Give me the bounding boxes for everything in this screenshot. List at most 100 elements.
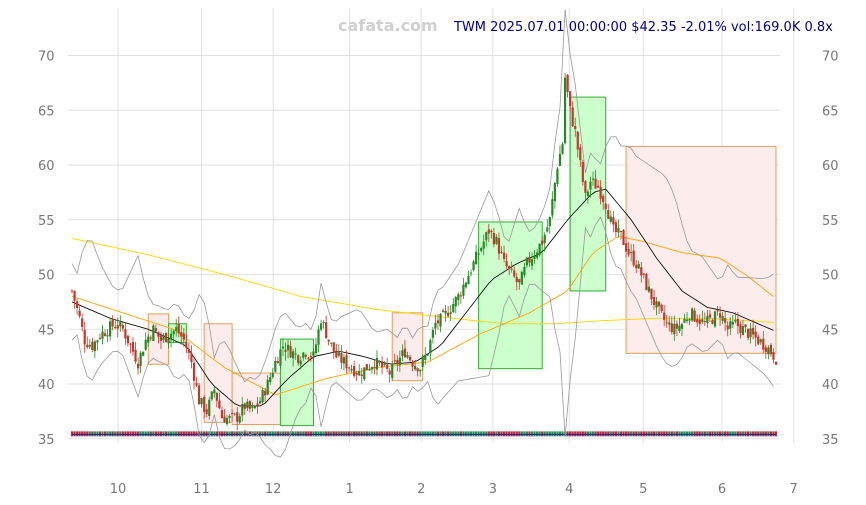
candle-body xyxy=(736,318,739,327)
candle-body xyxy=(663,312,666,320)
candle-body xyxy=(561,144,564,154)
candle-body xyxy=(345,355,348,369)
candle-body xyxy=(248,401,252,409)
candle-body xyxy=(91,341,94,351)
candle-body xyxy=(185,342,188,349)
candle-body xyxy=(116,325,119,329)
candle-body xyxy=(670,323,673,333)
y-tick-label: 65 xyxy=(822,104,839,119)
candle-body xyxy=(772,351,775,360)
candle-body xyxy=(691,308,694,321)
candle-body xyxy=(380,361,384,368)
candle-body xyxy=(134,349,137,362)
x-tick-label: 11 xyxy=(193,482,210,497)
candle-body xyxy=(152,325,155,342)
candle-body xyxy=(383,363,386,365)
candle-body xyxy=(233,413,236,415)
candle-body xyxy=(528,256,531,263)
candle-body xyxy=(515,277,518,282)
candle-body xyxy=(500,252,503,254)
candle-body xyxy=(652,297,656,305)
candle-body xyxy=(75,301,79,309)
candle-body xyxy=(701,319,704,322)
candle-body xyxy=(121,324,124,329)
candle-body xyxy=(640,267,643,276)
candle-body xyxy=(436,320,440,324)
candle-body xyxy=(144,339,147,350)
candle-body xyxy=(586,191,590,197)
candle-body xyxy=(467,275,470,285)
candle-body xyxy=(238,416,241,423)
x-tick-label: 1 xyxy=(345,482,353,497)
candle-body xyxy=(706,316,709,323)
y-tick-label: 35 xyxy=(38,433,55,448)
candle-body xyxy=(136,363,140,369)
candle-body xyxy=(205,409,208,414)
candle-body xyxy=(172,330,175,335)
candle-body xyxy=(106,335,109,337)
candle-body xyxy=(363,367,366,380)
candle-body xyxy=(698,319,701,325)
candle-body xyxy=(314,344,318,354)
candle-body xyxy=(764,347,767,352)
candle-body xyxy=(591,178,595,180)
candle-body xyxy=(589,181,592,190)
candle-body xyxy=(650,288,653,300)
candle-body xyxy=(713,311,717,327)
candle-body xyxy=(548,216,551,227)
candle-body xyxy=(558,153,562,166)
candle-body xyxy=(647,286,651,292)
candle-body xyxy=(447,312,450,317)
candle-body xyxy=(462,284,465,296)
band-lower-line xyxy=(71,216,774,458)
candle-body xyxy=(388,370,391,375)
y-tick-label: 45 xyxy=(822,323,839,338)
candle-body xyxy=(741,326,745,336)
candle-body xyxy=(391,363,394,378)
candle-body xyxy=(292,351,295,359)
volume-strip xyxy=(70,431,778,437)
candle-body xyxy=(619,230,623,232)
candle-body xyxy=(642,273,645,275)
candle-body xyxy=(637,263,640,269)
candle-body xyxy=(101,331,104,339)
candle-body xyxy=(492,233,495,245)
candle-body xyxy=(162,335,165,340)
candle-body xyxy=(734,319,737,322)
candle-body xyxy=(683,318,686,323)
candle-body xyxy=(505,260,508,267)
candle-body xyxy=(225,417,229,424)
candle-body xyxy=(426,354,429,356)
candle-body xyxy=(551,199,554,216)
candle-body xyxy=(365,364,368,371)
candle-body xyxy=(680,324,684,329)
candle-body xyxy=(142,351,145,356)
candle-body xyxy=(73,291,76,301)
candle-body xyxy=(406,355,409,358)
candle-body xyxy=(281,346,285,349)
candle-body xyxy=(607,210,610,219)
candle-body xyxy=(655,301,658,308)
candle-body xyxy=(459,295,462,297)
candle-body xyxy=(337,352,340,356)
sma-slow-line xyxy=(71,237,774,325)
candle-body xyxy=(322,321,325,323)
candle-body xyxy=(126,335,130,344)
candle-body xyxy=(599,186,602,199)
candle-body xyxy=(769,344,773,355)
candle-body xyxy=(208,399,211,417)
candle-body xyxy=(477,253,480,255)
candle-body xyxy=(688,319,691,321)
y-tick-label: 55 xyxy=(38,214,55,229)
candle-body xyxy=(485,232,488,241)
candle-body xyxy=(502,252,506,259)
candle-body xyxy=(330,342,333,344)
candle-body xyxy=(78,310,81,317)
candle-body xyxy=(660,304,663,312)
candle-body xyxy=(256,403,259,406)
watermark: cafata.com xyxy=(338,16,438,35)
candle-body xyxy=(563,77,567,144)
candle-body xyxy=(368,369,371,371)
candle-body xyxy=(584,181,587,193)
candle-body xyxy=(360,374,363,377)
